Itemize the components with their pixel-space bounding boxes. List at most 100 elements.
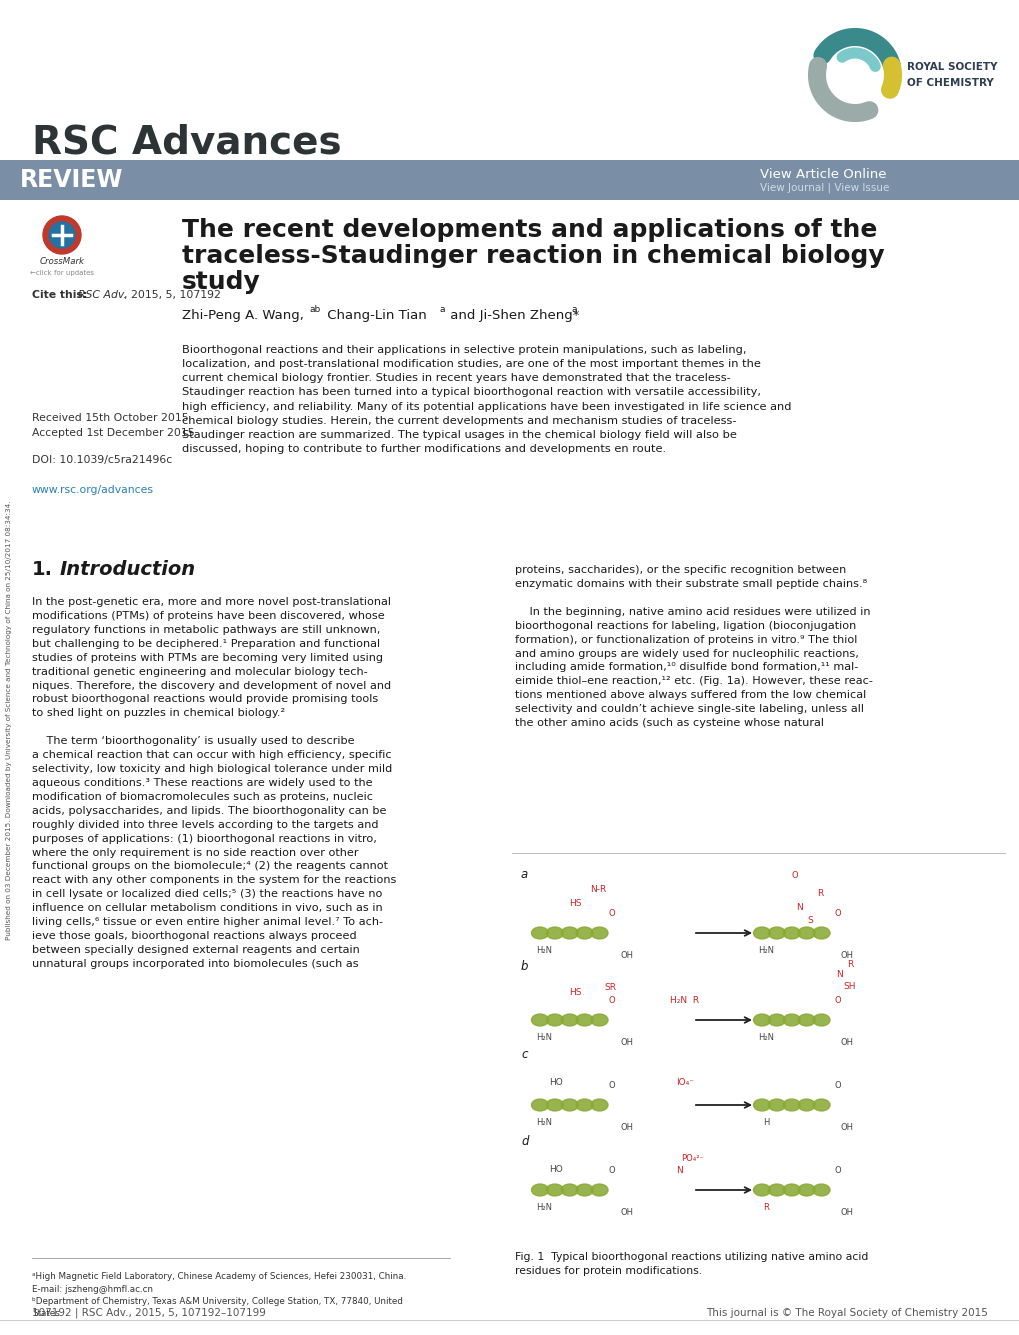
Text: O: O (608, 1081, 614, 1089)
Text: ᵇDepartment of Chemistry, Texas A&M University, College Station, TX, 77840, Unit: ᵇDepartment of Chemistry, Texas A&M Univ… (32, 1298, 403, 1319)
Ellipse shape (576, 1015, 592, 1027)
Ellipse shape (767, 1184, 785, 1196)
Text: OF CHEMISTRY: OF CHEMISTRY (906, 77, 993, 88)
Ellipse shape (783, 1015, 800, 1027)
Text: OH: OH (620, 951, 633, 960)
Text: H₂N: H₂N (757, 947, 773, 955)
Text: HO: HO (548, 1077, 562, 1087)
Ellipse shape (590, 926, 607, 939)
Text: SR: SR (603, 983, 615, 992)
Text: PO₄²⁻: PO₄²⁻ (681, 1153, 704, 1163)
Text: OH: OH (620, 1039, 633, 1047)
Ellipse shape (812, 926, 829, 939)
Text: study: study (181, 270, 261, 294)
Text: O: O (834, 996, 841, 1005)
Text: O: O (608, 909, 614, 918)
Text: Bioorthogonal reactions and their applications in selective protein manipulation: Bioorthogonal reactions and their applic… (181, 344, 791, 454)
Ellipse shape (812, 1099, 829, 1111)
Text: and Ji-Shen Zheng*: and Ji-Shen Zheng* (445, 308, 579, 322)
Ellipse shape (531, 1099, 548, 1111)
Text: N: N (836, 971, 843, 979)
Text: 1.: 1. (32, 559, 53, 579)
Text: HO: HO (548, 1165, 562, 1173)
Text: Fig. 1  Typical bioorthogonal reactions utilizing native amino acid
residues for: Fig. 1 Typical bioorthogonal reactions u… (515, 1252, 867, 1276)
Text: a: a (572, 304, 577, 314)
Text: traceless-Staudinger reaction in chemical biology: traceless-Staudinger reaction in chemica… (181, 244, 883, 268)
Text: H: H (762, 1117, 768, 1127)
Text: O: O (834, 1165, 841, 1175)
Text: DOI: 10.1039/c5ra21496c: DOI: 10.1039/c5ra21496c (32, 455, 172, 465)
Text: www.rsc.org/advances: www.rsc.org/advances (32, 485, 154, 495)
Text: In the post-genetic era, more and more novel post-translational
modifications (P: In the post-genetic era, more and more n… (32, 597, 396, 969)
Text: OH: OH (840, 1039, 853, 1047)
Text: SH: SH (843, 983, 855, 991)
Text: Zhi-Peng A. Wang,: Zhi-Peng A. Wang, (181, 308, 304, 322)
Text: R: R (846, 960, 852, 969)
Text: S: S (806, 916, 812, 925)
Ellipse shape (590, 1099, 607, 1111)
Text: ROYAL SOCIETY: ROYAL SOCIETY (906, 61, 997, 72)
Text: c: c (521, 1048, 527, 1061)
Text: , 2015, 5, 107192: , 2015, 5, 107192 (124, 290, 221, 300)
Text: H₂N: H₂N (535, 1033, 551, 1043)
Text: a: a (439, 304, 445, 314)
Ellipse shape (546, 1099, 562, 1111)
Text: O: O (834, 1081, 841, 1089)
Text: OH: OH (620, 1208, 633, 1218)
Text: Accepted 1st December 2015: Accepted 1st December 2015 (32, 429, 195, 438)
Ellipse shape (546, 1015, 562, 1027)
Ellipse shape (767, 1099, 785, 1111)
Ellipse shape (783, 1099, 800, 1111)
Ellipse shape (783, 926, 800, 939)
Text: H₂N: H₂N (535, 947, 551, 955)
Text: View Journal | View Issue: View Journal | View Issue (759, 183, 889, 194)
Ellipse shape (753, 1184, 769, 1196)
Text: OH: OH (840, 1123, 853, 1132)
Ellipse shape (753, 926, 769, 939)
Ellipse shape (753, 1099, 769, 1111)
Text: N-R: N-R (589, 885, 605, 894)
Text: ᵃHigh Magnetic Field Laboratory, Chinese Academy of Sciences, Hefei 230031, Chin: ᵃHigh Magnetic Field Laboratory, Chinese… (32, 1272, 406, 1294)
Ellipse shape (531, 1184, 548, 1196)
Ellipse shape (590, 1015, 607, 1027)
Ellipse shape (797, 1099, 814, 1111)
Ellipse shape (560, 1184, 578, 1196)
Ellipse shape (767, 926, 785, 939)
Text: OH: OH (840, 1208, 853, 1218)
Text: REVIEW: REVIEW (20, 168, 123, 192)
Text: ab: ab (310, 304, 321, 314)
Text: RSC Adv.: RSC Adv. (77, 290, 126, 300)
Ellipse shape (576, 1184, 592, 1196)
Text: OH: OH (840, 951, 853, 960)
Text: d: d (521, 1135, 528, 1148)
Circle shape (43, 216, 81, 254)
Text: This journal is © The Royal Society of Chemistry 2015: This journal is © The Royal Society of C… (705, 1308, 987, 1318)
Ellipse shape (560, 1015, 578, 1027)
Ellipse shape (812, 1015, 829, 1027)
Text: Chang-Lin Tian: Chang-Lin Tian (323, 308, 426, 322)
Text: O: O (608, 1165, 614, 1175)
Text: View Article Online: View Article Online (759, 168, 886, 182)
Ellipse shape (546, 926, 562, 939)
Text: O: O (791, 870, 798, 880)
Ellipse shape (767, 1015, 785, 1027)
Text: Introduction: Introduction (60, 559, 196, 579)
Bar (0, 160, 1019, 200)
Text: N: N (676, 1165, 683, 1175)
Text: Published on 03 December 2015. Downloaded by University of Science and Technolog: Published on 03 December 2015. Downloade… (6, 501, 12, 940)
Text: OH: OH (620, 1123, 633, 1132)
Ellipse shape (590, 1184, 607, 1196)
Text: R: R (816, 889, 822, 898)
Text: 107192 | RSC Adv., 2015, 5, 107192–107199: 107192 | RSC Adv., 2015, 5, 107192–10719… (32, 1308, 266, 1319)
Ellipse shape (576, 926, 592, 939)
Text: The recent developments and applications of the: The recent developments and applications… (181, 218, 876, 242)
Ellipse shape (797, 1184, 814, 1196)
Text: ←click for updates: ←click for updates (30, 270, 94, 276)
Text: H₂N: H₂N (535, 1203, 551, 1212)
Text: Cite this:: Cite this: (32, 290, 91, 300)
Ellipse shape (560, 1099, 578, 1111)
Ellipse shape (753, 1015, 769, 1027)
Text: Received 15th October 2015: Received 15th October 2015 (32, 413, 189, 423)
Text: HS: HS (569, 988, 581, 997)
Ellipse shape (531, 1015, 548, 1027)
